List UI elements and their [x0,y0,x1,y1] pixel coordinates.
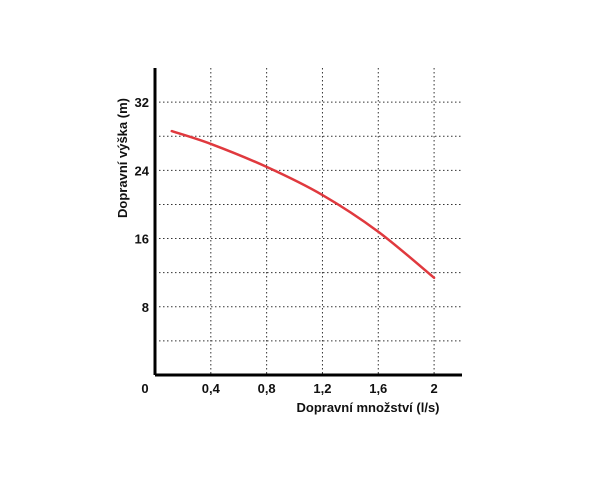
grid-lines [155,68,462,375]
x-tick-label: 0,4 [202,381,221,396]
y-axis-title: Dopravní výška (m) [115,98,130,218]
x-axis-title: Dopravní množství (l/s) [296,400,439,415]
origin-label: 0 [141,381,148,396]
series-layer [170,129,436,280]
x-tick-label: 0,8 [258,381,276,396]
y-tick-label: 24 [135,163,150,178]
tick-labels: 0,4 0,8 1,2 1,6 2 8 16 24 32 [135,95,438,396]
x-tick-label: 1,6 [369,381,387,396]
x-tick-label: 2 [430,381,437,396]
y-tick-label: 8 [142,300,149,315]
series-line [170,129,436,280]
y-tick-label: 32 [135,95,149,110]
x-tick-label: 1,2 [313,381,331,396]
y-tick-label: 16 [135,232,149,247]
